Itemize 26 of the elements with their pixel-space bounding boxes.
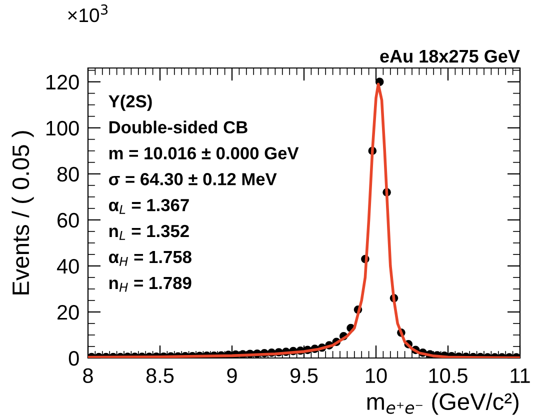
x-tick-label: 11 xyxy=(510,368,530,383)
chart-title: eAu 18x275 GeV xyxy=(380,50,520,63)
y-tick-label: 60 xyxy=(58,212,79,228)
y-axis-title: Events / ( 0.05 ) xyxy=(12,131,34,294)
annotation: n$_{L}$ = 1.352 xyxy=(109,224,189,240)
y-tick-label: 120 xyxy=(46,74,79,90)
x-tick-label: 8.5 xyxy=(146,368,174,384)
annotation: m = 10.016 ± 0.000 GeV xyxy=(109,147,299,160)
text: ×10$^{3}$ xyxy=(68,4,108,22)
y-tick-label: 40 xyxy=(56,258,79,274)
annotation: α$_{H}$ = 1.758 xyxy=(108,250,192,266)
annotation: α$_{L}$ = 1.367 xyxy=(108,198,189,214)
y-tick-label: 0 xyxy=(68,351,79,366)
y-tick-label: 20 xyxy=(58,304,79,320)
y-tick-label: 80 xyxy=(57,166,79,182)
x-tick-label: 8 xyxy=(83,368,93,384)
annotation: Double-sided CB xyxy=(109,120,248,134)
x-tick-label: 10.5 xyxy=(429,368,468,384)
x-tick-label: 9.5 xyxy=(290,368,318,384)
annotation: Y(2S) xyxy=(108,94,152,111)
x-tick-label: 10 xyxy=(366,368,387,384)
annotation: n$_{H}$ = 1.789 xyxy=(109,276,192,292)
x-axis-title: m$_{e⁺e⁻}$ (GeV/c²) xyxy=(367,392,518,415)
x-tick-label: 9 xyxy=(227,368,237,384)
y-tick-label: 100 xyxy=(46,120,79,136)
annotation: σ = 64.30 ± 0.12 MeV xyxy=(108,173,277,186)
